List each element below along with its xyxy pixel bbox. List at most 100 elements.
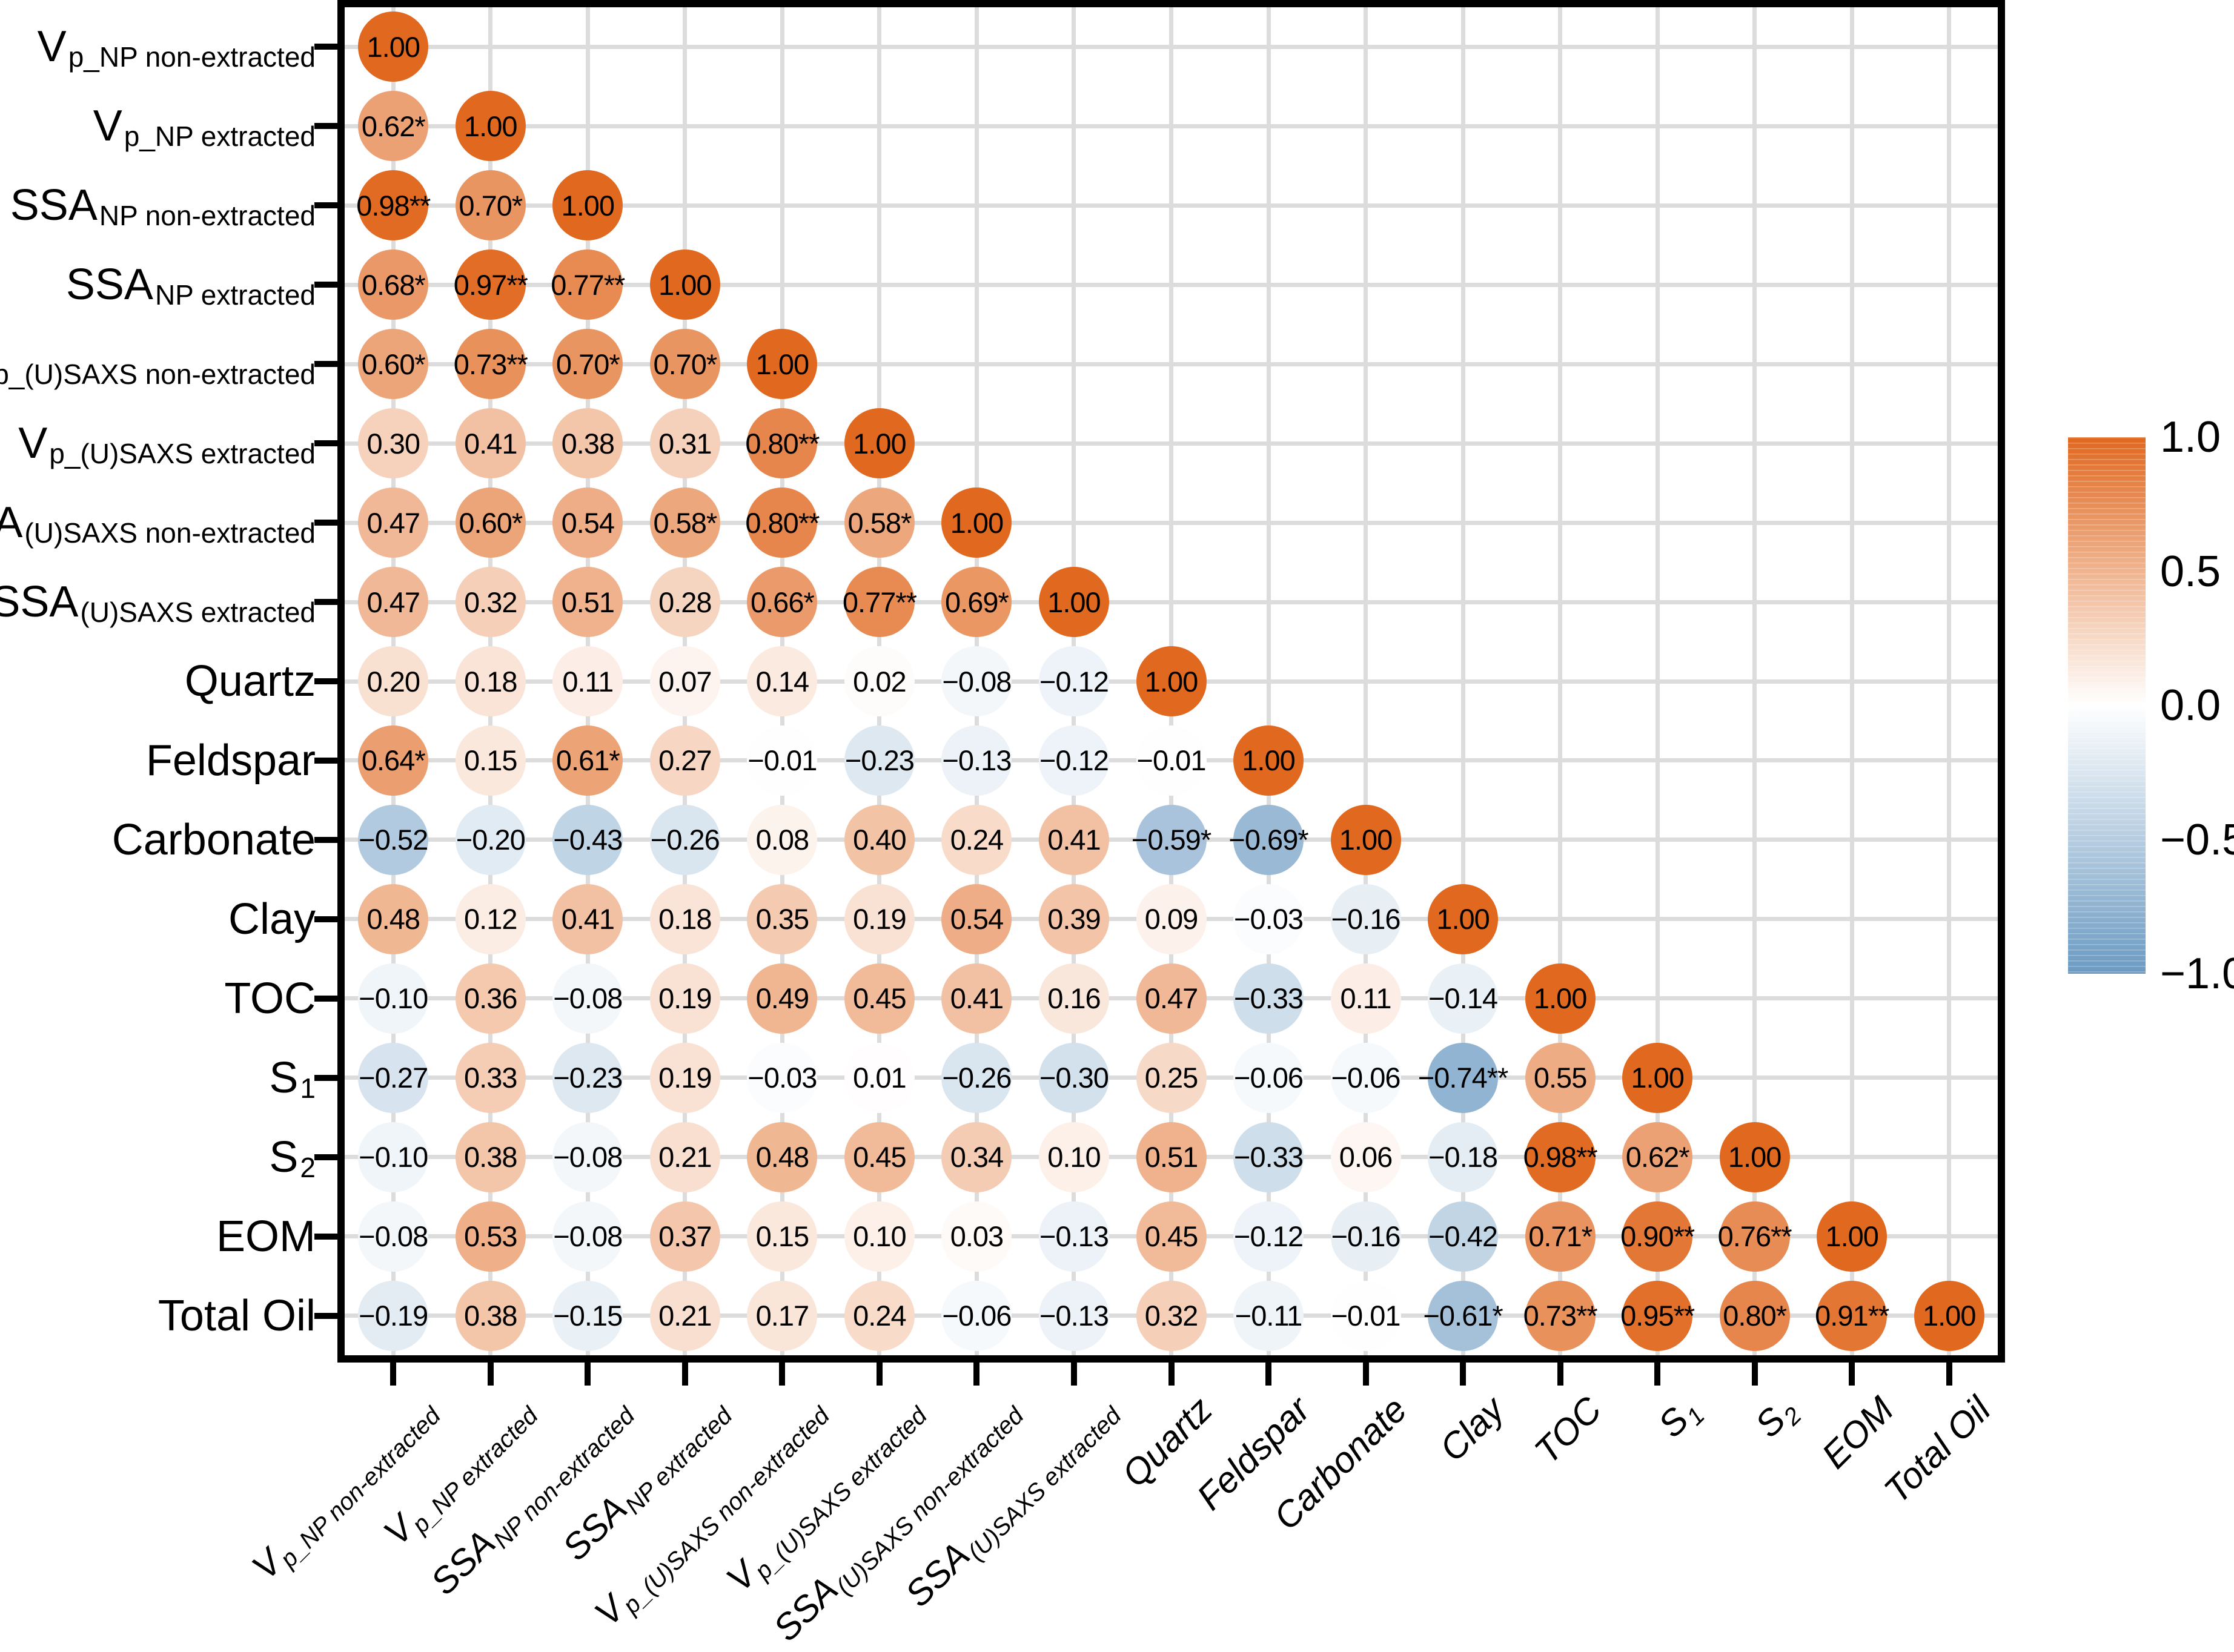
y-axis-label: TOC bbox=[224, 959, 316, 1038]
corr-value: 0.53 bbox=[464, 1220, 517, 1253]
corr-cell: 0.53 bbox=[455, 1201, 526, 1272]
corr-value: 0.19 bbox=[658, 1062, 712, 1094]
corr-cell: 1.00 bbox=[844, 408, 915, 479]
corr-cell: 0.80* bbox=[1719, 1280, 1790, 1351]
corr-value: −0.12 bbox=[1234, 1220, 1304, 1253]
corr-cell: 0.58* bbox=[649, 487, 720, 558]
corr-value: −0.11 bbox=[1235, 1300, 1302, 1332]
corr-cell: 0.48 bbox=[358, 884, 429, 954]
y-axis-label-main: Quartz bbox=[184, 657, 316, 705]
y-axis-label: SSA (U)SAXS extracted bbox=[0, 563, 316, 642]
corr-value: 0.70* bbox=[653, 348, 717, 380]
corr-cell: 0.24 bbox=[941, 804, 1012, 875]
corr-cell: 0.41 bbox=[552, 884, 623, 954]
corr-value: −0.08 bbox=[553, 1141, 623, 1174]
corr-cell: −0.08 bbox=[358, 1201, 429, 1272]
axis-tick-x bbox=[1362, 1363, 1369, 1386]
corr-value: 1.00 bbox=[1728, 1141, 1782, 1174]
axis-tick-x bbox=[681, 1363, 688, 1386]
corr-value: 0.51 bbox=[1144, 1141, 1198, 1174]
corr-cell: 0.70* bbox=[552, 329, 623, 400]
y-axis-label-subscript: 1 bbox=[300, 1072, 316, 1104]
corr-value: 0.10 bbox=[853, 1220, 906, 1253]
y-axis-label-main: S bbox=[269, 1132, 299, 1181]
corr-cell: −0.30 bbox=[1038, 1042, 1109, 1113]
corr-cell: 0.41 bbox=[941, 963, 1012, 1034]
corr-cell: 0.02 bbox=[844, 646, 915, 716]
y-axis-label-subscript: p_NP non-extracted bbox=[68, 41, 316, 73]
axis-tick-y bbox=[314, 361, 337, 368]
y-axis-label-main: Clay bbox=[228, 894, 316, 943]
corr-cell: −0.15 bbox=[552, 1280, 623, 1351]
y-axis-label-subscript: (U)SAXS extracted bbox=[80, 596, 316, 629]
plot-area: 1.00 0.62* 1.00 0.98** 0.70* 1.00 0.68* 0.97** 0… bbox=[337, 0, 2005, 1363]
corr-value: 1.00 bbox=[658, 268, 712, 301]
corr-value: 1.00 bbox=[853, 427, 906, 460]
corr-cell: −0.06 bbox=[1330, 1042, 1401, 1113]
corr-cell: 0.71* bbox=[1525, 1201, 1596, 1272]
corr-cell: 1.00 bbox=[1719, 1122, 1790, 1192]
corr-value: 0.16 bbox=[1047, 982, 1101, 1015]
y-axis-label-main: Total Oil bbox=[157, 1291, 316, 1340]
corr-cell: 0.24 bbox=[844, 1280, 915, 1351]
corr-value: −0.69* bbox=[1228, 824, 1308, 856]
axis-tick-y bbox=[314, 123, 337, 130]
corr-value: 0.80* bbox=[1723, 1300, 1787, 1332]
corr-cell: −0.18 bbox=[1428, 1122, 1499, 1192]
corr-cell: 0.10 bbox=[1038, 1122, 1109, 1192]
corr-cell: 0.54 bbox=[552, 487, 623, 558]
y-axis-label-main: Carbonate bbox=[111, 815, 316, 864]
corr-cell: 0.34 bbox=[941, 1122, 1012, 1192]
corr-cell: 0.62* bbox=[1622, 1122, 1693, 1192]
corr-value: 0.06 bbox=[1339, 1141, 1393, 1174]
corr-value: −0.08 bbox=[942, 665, 1012, 698]
corr-cell: 0.51 bbox=[1136, 1122, 1207, 1192]
corr-value: 0.21 bbox=[658, 1300, 712, 1332]
corr-cell: 0.27 bbox=[649, 725, 720, 796]
axis-tick-y bbox=[314, 202, 337, 209]
corr-value: 0.03 bbox=[950, 1220, 1004, 1253]
axis-tick-y bbox=[314, 599, 337, 606]
y-axis-label-main: SSA bbox=[10, 181, 98, 230]
corr-value: 0.32 bbox=[464, 586, 517, 618]
corr-cell: 0.16 bbox=[1038, 963, 1109, 1034]
axis-tick-x bbox=[973, 1363, 980, 1386]
y-axis-label-main: V bbox=[18, 419, 48, 468]
colorbar-tick-label: 1.0 bbox=[2160, 413, 2221, 461]
corr-value: 1.00 bbox=[366, 30, 420, 63]
corr-value: 0.60* bbox=[361, 348, 426, 380]
corr-value: −0.20 bbox=[456, 824, 526, 856]
corr-value: 0.30 bbox=[366, 427, 420, 460]
y-axis-label-main: Feldspar bbox=[145, 736, 316, 785]
corr-cell: 0.70* bbox=[455, 170, 526, 241]
corr-cell: 0.38 bbox=[455, 1122, 526, 1192]
corr-value: 0.47 bbox=[1144, 982, 1198, 1015]
corr-cell: 0.45 bbox=[844, 963, 915, 1034]
corr-cell: −0.12 bbox=[1038, 646, 1109, 716]
corr-cell: 0.41 bbox=[1038, 804, 1109, 875]
colorbar-tick-label: 0.5 bbox=[2160, 547, 2221, 596]
y-axis-label-subscript: p_(U)SAXS non-extracted bbox=[0, 358, 316, 391]
corr-cell: 0.60* bbox=[455, 487, 526, 558]
corr-cell: −0.16 bbox=[1330, 1201, 1401, 1272]
corr-cell: −0.61* bbox=[1423, 1280, 1503, 1351]
corr-value: −0.03 bbox=[747, 1062, 817, 1094]
corr-value: 0.18 bbox=[464, 665, 517, 698]
corr-cell: 0.17 bbox=[747, 1280, 818, 1351]
corr-value: −0.26 bbox=[650, 824, 720, 856]
corr-cell: 0.66* bbox=[747, 567, 818, 638]
corr-cell: −0.43 bbox=[552, 804, 623, 875]
corr-value: 0.73** bbox=[1523, 1300, 1598, 1332]
corr-value: −0.10 bbox=[359, 1141, 428, 1174]
corr-cell: 0.10 bbox=[844, 1201, 915, 1272]
corr-value: 0.61* bbox=[555, 744, 620, 777]
corr-cell: 0.41 bbox=[455, 408, 526, 479]
grid-line-vertical bbox=[1266, 7, 1271, 1355]
corr-cell: 0.61* bbox=[552, 725, 623, 796]
y-axis-label: Clay bbox=[228, 879, 316, 959]
corr-cell: −0.08 bbox=[552, 1122, 623, 1192]
corr-cell: 0.15 bbox=[747, 1201, 818, 1272]
axis-tick-x bbox=[390, 1363, 397, 1386]
